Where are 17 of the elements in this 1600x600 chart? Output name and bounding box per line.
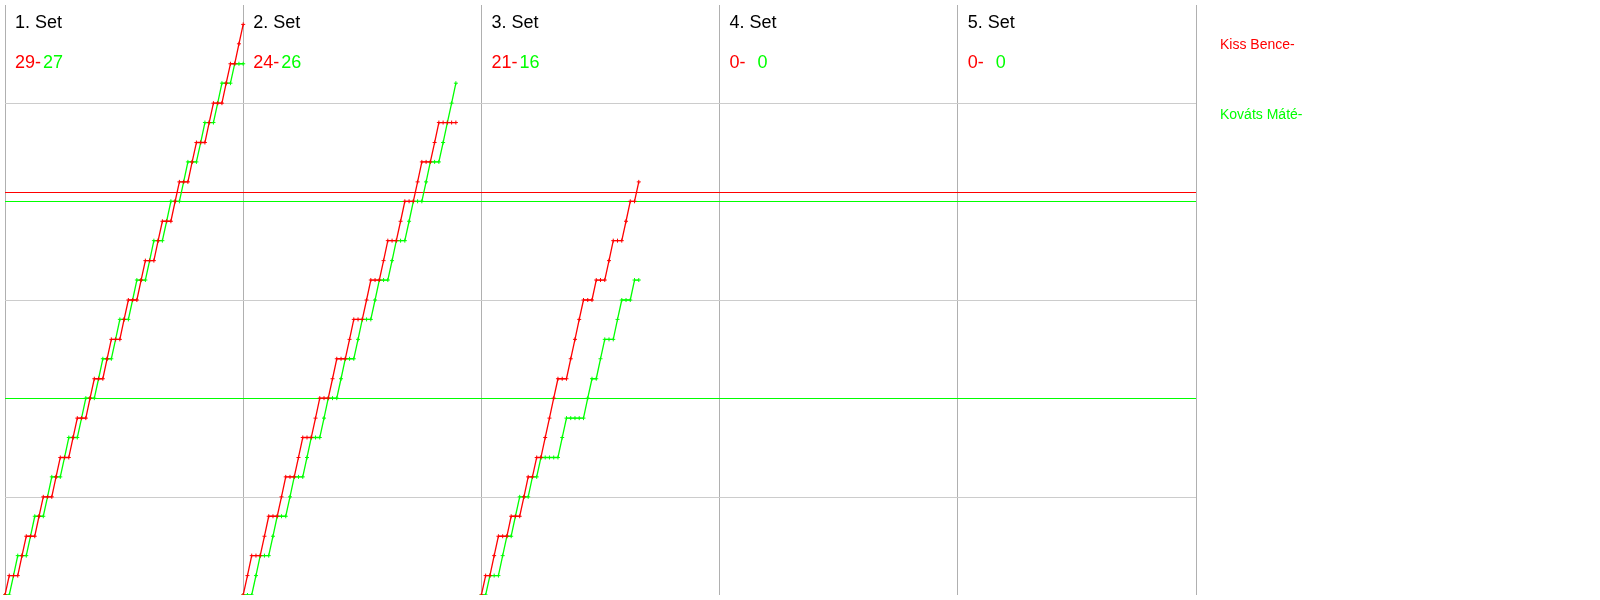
annotation: 24- [253, 52, 280, 73]
annotation: 0- [967, 52, 984, 73]
annotation: 27 [43, 52, 64, 73]
annotation: 2. Set [253, 12, 301, 33]
text: Kiss Bence- [1220, 36, 1295, 52]
annotation: 21- [491, 52, 518, 73]
annotation: 3. Set [491, 12, 539, 33]
annotation: 1. Set [15, 12, 63, 33]
annotation: 4. Set [729, 12, 777, 33]
annotation: 16 [519, 52, 540, 73]
annotation: 0 [995, 52, 1006, 73]
annotation: 29- [15, 52, 42, 73]
annotation: 26 [281, 52, 302, 73]
text: Kováts Máté- [1220, 106, 1303, 122]
annotation: 0 [757, 52, 768, 73]
annotation: 0- [729, 52, 746, 73]
annotation: 5. Set [967, 12, 1015, 33]
